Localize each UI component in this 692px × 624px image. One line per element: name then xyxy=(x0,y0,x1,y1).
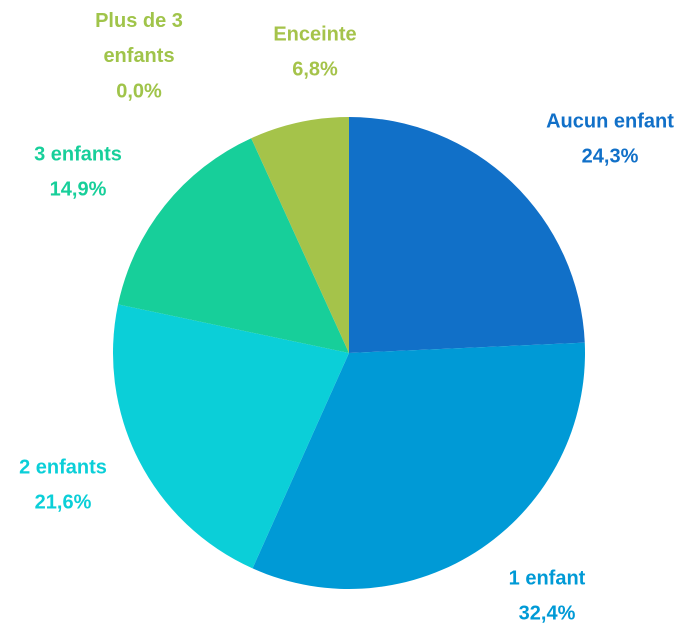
pie-slice xyxy=(251,117,349,353)
pie-slice xyxy=(118,138,350,353)
slice-label: 2 enfants xyxy=(19,456,107,478)
value-label: 0,0% xyxy=(116,80,162,102)
value-label: 24,3% xyxy=(582,145,639,167)
slice-label: 3 enfants xyxy=(34,143,122,165)
pie-slice xyxy=(252,342,586,589)
slice-label: Enceinte xyxy=(273,23,356,45)
slice-label: 1 enfant xyxy=(509,567,586,589)
value-label: 6,8% xyxy=(292,58,338,80)
pie-slice xyxy=(349,117,585,353)
pie-slice xyxy=(113,304,349,569)
slice-label: Plus de 3 enfants xyxy=(95,10,183,67)
slice-label: Aucun enfant xyxy=(546,110,674,132)
value-label: 14,9% xyxy=(50,178,107,200)
value-label: 32,4% xyxy=(519,602,576,624)
value-label: 21,6% xyxy=(35,491,92,513)
